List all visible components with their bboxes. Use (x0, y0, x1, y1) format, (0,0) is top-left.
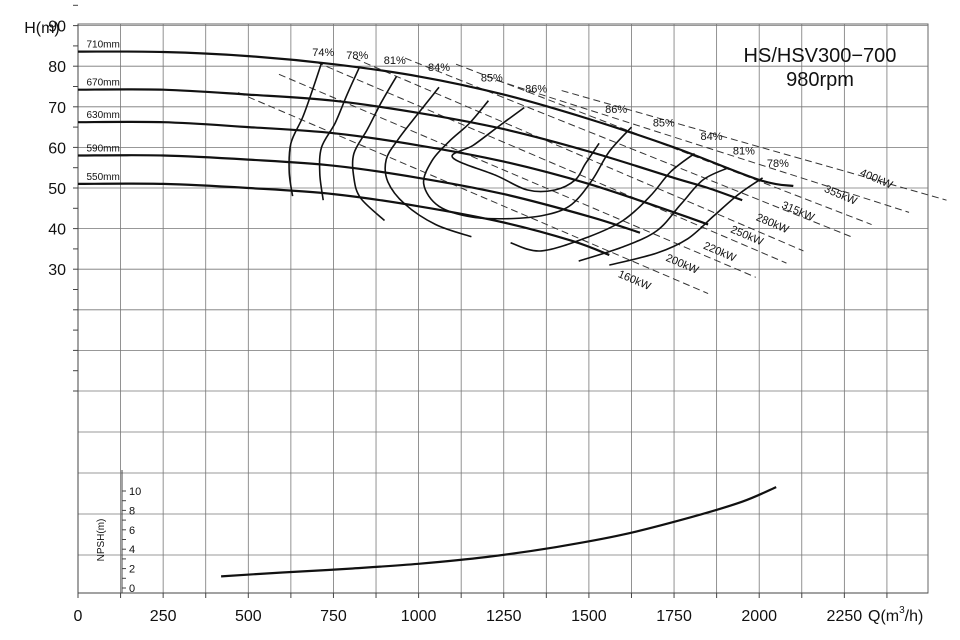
power-line (496, 79, 910, 213)
head-curve (77, 50, 794, 188)
npsh-tick-label: 8 (129, 505, 135, 517)
y-tick-label: 50 (48, 181, 66, 198)
y-tick-label: 30 (48, 262, 66, 279)
efficiency-label: 85% (653, 117, 675, 129)
npsh-tick-label: 0 (129, 583, 135, 595)
power-line (316, 61, 787, 264)
y-tick-label: 40 (48, 222, 66, 239)
npsh-tick-label: 4 (129, 544, 135, 556)
head-curve-label: 550mm (87, 172, 120, 183)
head-curve-label: 710mm (87, 40, 120, 51)
power-line (561, 90, 947, 201)
head-curves (77, 50, 794, 257)
y-axis-label: H(m) (24, 20, 60, 37)
head-curve-label: 630mm (87, 110, 120, 121)
npsh-tick-label: 10 (129, 486, 141, 498)
efficiency-contour (578, 166, 729, 262)
head-curve (77, 154, 641, 234)
efficiency-contour (609, 177, 764, 266)
efficiency-label: 81% (384, 55, 406, 67)
head-curve-label: 670mm (87, 78, 120, 89)
x-tick-label: 1250 (486, 608, 522, 625)
head-curve (77, 120, 709, 226)
efficiency-label: 86% (605, 104, 627, 116)
chart-subtitle: 980rpm (786, 69, 854, 91)
npsh-curve (221, 486, 777, 578)
y-tick-label: 70 (48, 100, 66, 117)
efficiency-label: 78% (346, 50, 368, 62)
x-tick-label: 1000 (401, 608, 437, 625)
efficiency-label: 84% (428, 62, 450, 74)
efficiency-contour (510, 152, 695, 252)
x-axis-label: Q(m3/h) (868, 605, 923, 625)
npsh-tick-label: 6 (129, 525, 135, 537)
head-curve (77, 88, 743, 202)
y-tick-label: 90 (48, 19, 66, 36)
efficiency-label: 86% (525, 84, 547, 96)
efficiency-contour (451, 106, 600, 193)
efficiency-label: 81% (733, 146, 755, 158)
npsh-panel (221, 486, 777, 578)
x-tick-label: 250 (150, 608, 177, 625)
x-axis-label-sup: 3 (899, 605, 905, 616)
efficiency-contour (384, 86, 472, 238)
npsh-axis-label: NPSH(m) (96, 519, 107, 562)
chart-title: HS/HSV300−700 (744, 45, 897, 67)
axes: 3040506070809010002505007501000125015001… (48, 4, 928, 625)
x-tick-label: 0 (74, 608, 83, 625)
efficiency-contour (318, 67, 360, 201)
x-tick-label: 500 (235, 608, 262, 625)
efficiency-contours (288, 62, 764, 266)
power-line (278, 73, 756, 278)
head-curve-label: 590mm (87, 144, 120, 155)
x-axis-label-main: Q(m (868, 608, 899, 625)
efficiency-label: 85% (481, 73, 503, 85)
efficiency-label: 74% (312, 47, 334, 59)
y-tick-label: 80 (48, 59, 66, 76)
x-tick-label: 1500 (571, 608, 607, 625)
x-tick-label: 2000 (741, 608, 777, 625)
power-line (353, 57, 804, 252)
power-line (237, 92, 709, 295)
efficiency-label: 78% (767, 158, 789, 170)
npsh-tick-label: 2 (129, 564, 135, 576)
head-curve (77, 182, 610, 257)
x-tick-label: 1750 (656, 608, 692, 625)
x-tick-label: 750 (320, 608, 347, 625)
x-tick-label: 2250 (827, 608, 863, 625)
y-tick-label: 60 (48, 140, 66, 157)
efficiency-label: 84% (701, 131, 723, 143)
x-axis-label-tail: /h) (905, 608, 924, 625)
